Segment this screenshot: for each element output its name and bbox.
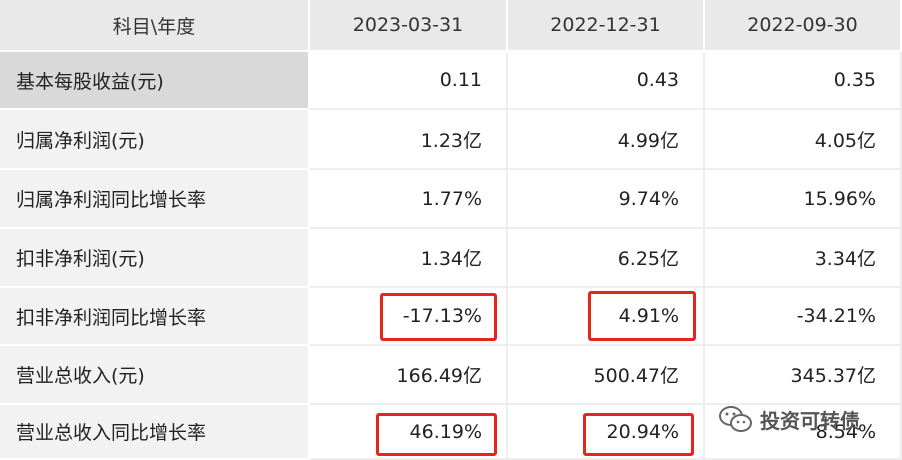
value-cell: -34.21% [705, 288, 902, 346]
header-cell: 2022-12-31 [508, 0, 705, 52]
row-label: 归属净利润同比增长率 [0, 170, 310, 229]
row-label: 营业总收入同比增长率 [0, 405, 310, 460]
header-cell: 2022-09-30 [705, 0, 902, 52]
value-cell: 345.37亿 [705, 346, 902, 405]
value-cell: 1.23亿 [310, 110, 508, 170]
highlight-box [588, 291, 696, 341]
value-cell: 3.34亿 [705, 229, 902, 288]
value-cell: 1.34亿 [310, 229, 508, 288]
row-label: 营业总收入(元) [0, 346, 310, 405]
value-cell: 0.35 [705, 52, 902, 110]
highlight-box [376, 413, 497, 456]
header-cell: 2023-03-31 [310, 0, 508, 52]
highlight-box [583, 413, 694, 456]
row-label: 扣非净利润同比增长率 [0, 288, 310, 346]
value-cell: 0.11 [310, 52, 508, 110]
value-cell: 9.74% [508, 170, 705, 229]
row-label: 基本每股收益(元) [0, 52, 310, 110]
value-cell: -17.13% [310, 288, 508, 346]
value-cell: 8.54% [705, 405, 902, 460]
value-cell: 4.91% [508, 288, 705, 346]
wechat-icon [719, 406, 752, 432]
row-label: 扣非净利润(元) [0, 229, 310, 288]
value-cell: 4.05亿 [705, 110, 902, 170]
value-cell: 6.25亿 [508, 229, 705, 288]
value-cell: 500.47亿 [508, 346, 705, 405]
watermark: 投资可转债 [718, 404, 860, 434]
value-cell: 0.43 [508, 52, 705, 110]
value-cell: 15.96% [705, 170, 902, 229]
watermark-text: 投资可转债 [760, 408, 860, 433]
value-cell: 1.77% [310, 170, 508, 229]
value-cell: 166.49亿 [310, 346, 508, 405]
highlight-box [380, 293, 497, 341]
value-cell: 4.99亿 [508, 110, 705, 170]
header-cell: 科目\年度 [0, 0, 310, 52]
row-label: 归属净利润(元) [0, 110, 310, 170]
